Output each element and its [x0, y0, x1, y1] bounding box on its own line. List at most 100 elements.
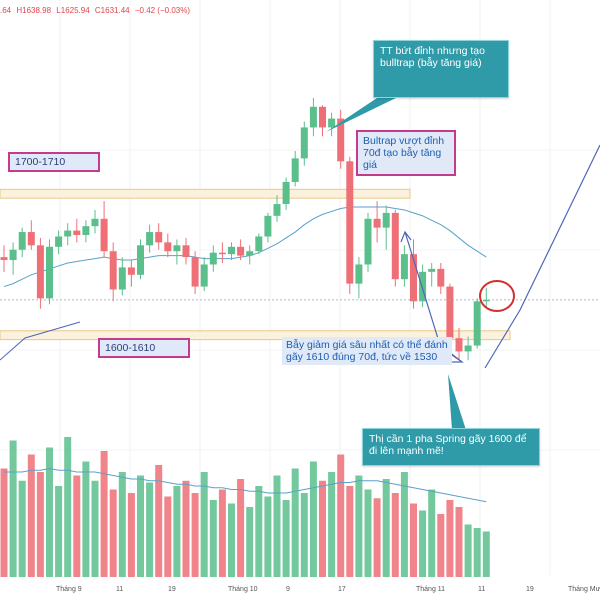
- candle: [73, 218, 81, 243]
- candle-body: [82, 226, 90, 235]
- candle-body: [264, 215, 272, 237]
- volume-bar: [309, 461, 317, 577]
- ohlc-header: .64 H1638.98 L1625.94 C1631.44 −0.42 (−0…: [0, 6, 193, 15]
- volume-bar: [282, 500, 290, 577]
- candle-body: [0, 257, 8, 261]
- header-close: C1631.44: [94, 6, 130, 15]
- candle: [55, 230, 63, 255]
- x-tick-label: Tháng 9: [56, 586, 82, 593]
- candle: [482, 288, 490, 308]
- candle: [109, 242, 117, 302]
- candle-body: [191, 257, 199, 287]
- candle: [164, 233, 172, 258]
- candle: [46, 239, 53, 305]
- candle: [237, 239, 245, 261]
- header-open: .64: [0, 6, 12, 15]
- candle: [428, 263, 436, 287]
- candle-body: [46, 246, 53, 299]
- candle: [155, 223, 163, 250]
- candle-body: [55, 236, 63, 247]
- candle-body: [109, 251, 117, 290]
- volume-bar: [455, 507, 463, 577]
- volume-bar: [109, 489, 117, 577]
- volume-bar: [182, 480, 190, 577]
- candle: [300, 121, 308, 166]
- candle: [200, 257, 208, 291]
- x-tick-label: Tháng Mười: [568, 586, 600, 593]
- volume-bar: [164, 496, 172, 577]
- candle-body: [419, 271, 427, 302]
- volume-bar: [209, 500, 217, 577]
- volume-bar: [191, 493, 199, 577]
- volume-bar: [237, 479, 245, 577]
- volume-bar: [146, 482, 154, 577]
- x-tick-label: 19: [526, 586, 534, 593]
- candle: [273, 195, 281, 222]
- candle-body: [455, 338, 463, 352]
- volume-bar: [27, 454, 35, 577]
- candle: [191, 251, 199, 294]
- volume-bar: [328, 472, 336, 577]
- note-bulltrap-breakout: TT bứt đỉnh nhưng tạo bulltrap (bẫy tăng…: [373, 40, 509, 98]
- volume-bar: [200, 472, 208, 577]
- candle: [173, 239, 181, 265]
- candle-body: [391, 212, 399, 280]
- left-trend-line: [0, 321, 81, 361]
- moving-average-line: [3, 206, 487, 288]
- candle: [118, 257, 126, 296]
- candle: [282, 177, 290, 210]
- candle: [400, 245, 408, 287]
- candle: [464, 336, 472, 361]
- candle-body: [364, 218, 372, 265]
- candle-body: [173, 245, 181, 252]
- candle-body: [473, 301, 481, 346]
- candle-body: [237, 246, 245, 256]
- candle: [291, 151, 299, 187]
- volume-bar: [118, 472, 126, 577]
- candle-body: [337, 118, 345, 162]
- candle-body: [373, 218, 381, 228]
- volume-bar: [64, 437, 72, 577]
- volume-bar: [55, 486, 63, 577]
- candle: [146, 224, 154, 253]
- volume-bar: [419, 510, 427, 577]
- candle: [82, 220, 90, 243]
- candle-body: [9, 249, 17, 261]
- volume-bar: [382, 479, 390, 577]
- volume-bar: [0, 468, 8, 577]
- candle: [309, 97, 317, 137]
- header-high: H1638.98: [16, 6, 52, 15]
- candle-body: [100, 218, 108, 252]
- candle-body: [155, 232, 163, 243]
- volume-bar: [400, 472, 408, 577]
- candle: [437, 263, 445, 294]
- candle: [209, 245, 217, 272]
- candle-body: [209, 252, 217, 265]
- x-tick-label: 11: [478, 586, 485, 593]
- x-tick-label: 19: [168, 586, 176, 593]
- candle-body: [200, 264, 208, 287]
- volume-bar: [228, 503, 235, 577]
- zone-bottom-label: 1600-1610: [98, 338, 190, 358]
- candle-body: [346, 161, 354, 284]
- volume-bar: [18, 480, 26, 577]
- candle-body: [428, 268, 436, 272]
- candle-body: [309, 106, 317, 128]
- candle-body: [91, 218, 99, 227]
- volume-bar: [291, 468, 299, 577]
- callout-pointer: [448, 374, 466, 430]
- highlight-circle: [479, 280, 515, 312]
- candle-body: [446, 286, 454, 339]
- candle-body: [437, 268, 445, 287]
- rally-projection-line: [484, 144, 600, 369]
- candle-body: [282, 181, 290, 205]
- volume-bar: [346, 486, 354, 577]
- candle: [264, 212, 272, 243]
- volume-bar: [273, 475, 281, 577]
- candle-body: [64, 230, 72, 237]
- candle-body: [137, 245, 144, 275]
- candle-body: [300, 127, 308, 159]
- volume-ma-line: [4, 467, 487, 503]
- callout-pointer: [326, 96, 400, 132]
